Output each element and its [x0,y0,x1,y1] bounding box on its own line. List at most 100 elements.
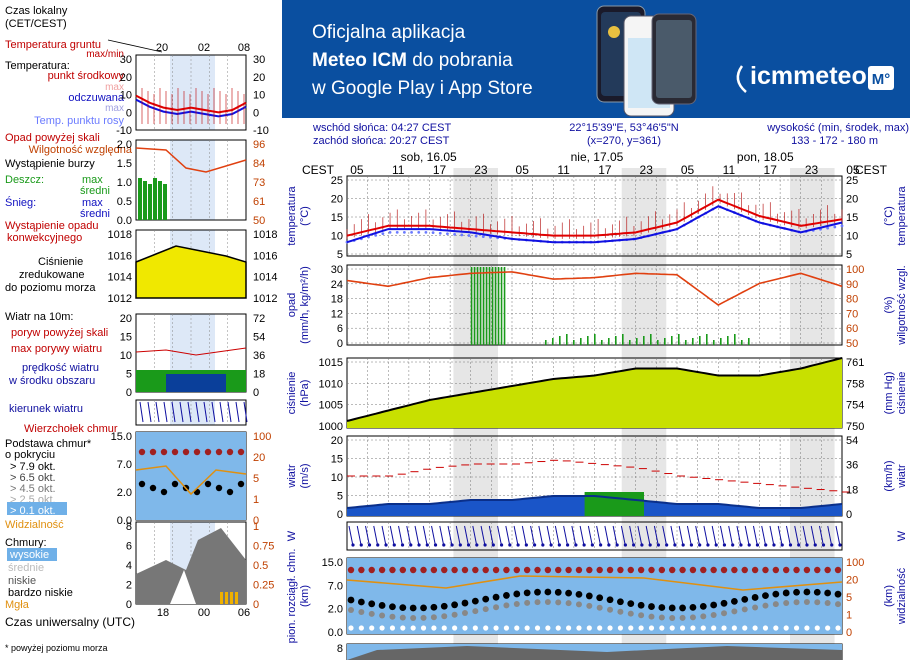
rain-bar-small [643,336,645,345]
cloud-base-dot-light [430,614,437,621]
legend-tick-left: 10 [120,90,132,102]
legend-wind-arrow [187,401,192,423]
legend-okt-label: > 0.1 okt. [10,505,56,517]
cloud-top-dot [441,566,448,574]
wind-dir-arrow [711,525,717,547]
cloud-base-dot [648,603,655,610]
legend-tick-left: 1014 [108,272,132,284]
legend-tick-left: 1.5 [117,158,132,170]
cloud-top-dot [782,566,790,574]
tick-left: 1015 [319,357,343,369]
wind-dir-arrow [629,525,635,547]
wind-dir-arrow [604,525,610,547]
dew-point-dot [833,225,837,229]
rain-bar [500,267,503,345]
hour-label: 17 [598,163,612,177]
wind-dir-head [805,543,809,547]
legend-tick-right: -10 [253,125,269,137]
cloud-base-dot [523,589,531,597]
cloud-base-dot-light [731,608,738,615]
tick-right: 758 [846,378,864,390]
cloud-low-dot [534,625,541,631]
legend-wind-arrow [219,401,224,423]
cloud-low-dot [420,625,427,631]
cloud-base-dot [399,604,407,611]
rain-bar-small [636,338,638,345]
legend-rain-bar [153,178,157,220]
legend-wind-at: Wiatr na 10m: [5,311,73,323]
wind-dir-arrow [835,525,841,547]
legend-cloud-base-dot [237,480,245,488]
wind-dir-head [400,543,405,547]
tick-right: 0 [846,627,852,639]
cloud-low-dot [711,625,717,631]
cloud-base-dot-light [803,599,810,606]
height-label: wysokość (min, środek, max) [766,122,909,134]
cloud-base-dot [409,604,417,612]
cloud-low-dot [648,625,655,631]
cloud-top-dot [762,566,769,574]
legend-wind-arrow [163,401,168,423]
wind-dir-head [367,543,372,547]
cloud-top-dot [824,566,831,574]
cloud-base-dot [513,590,521,598]
cloud-base-dot [813,588,821,596]
wind-dir-arrow [810,525,816,547]
cloud-base-dot-light [348,607,354,613]
legend-local-time-title: Czas lokalny [5,5,68,17]
legend-fog-bar [235,592,238,604]
legend-tick-left: 0.0 [117,215,132,227]
legend-night-band [170,400,215,425]
legend-tick-right: 50 [253,215,265,227]
wind-dir-head [714,543,718,547]
cloud-base-dot [720,599,728,607]
cloud-base-dot [793,588,800,596]
cloud-low-dot [773,625,779,631]
wind-dir-arrow [612,525,618,547]
wind-dir-head [417,543,421,547]
cloud-low-dot [441,625,447,631]
rain-bar-small [657,340,659,345]
legend-tick-right: 61 [253,196,265,208]
cloud-bg [347,558,842,634]
day-label: pon, 18.05 [737,150,794,164]
day-label: nie, 17.05 [571,150,624,164]
cloud-top-dot [368,566,375,574]
legend-tick-left: 0 [126,107,132,119]
rain-bar-small [727,336,729,345]
tick-left: 0 [337,509,343,521]
legend-tick-left: 7.0 [117,459,132,471]
rain-bar-small [664,338,666,345]
wind-dir-head [830,543,834,547]
tick-right: 5 [846,249,852,261]
wind-dir-arrow [389,525,395,547]
app-promo-banner[interactable]: Oficjalna aplikacja Meteo ICM do pobrani… [282,0,910,118]
banner-line-3: w Google Play i App Store [312,78,533,99]
wind-dir-head [648,543,652,547]
dew-point-dot [374,233,378,237]
cloud-base-dot-light [638,612,645,619]
legend-tick-right: 1018 [253,229,277,241]
tick-right: 18 [846,484,858,496]
wind-dir-head [450,543,454,547]
cloud-base-dot-light [689,614,696,621]
cloud-low-dot [483,625,489,631]
legend-tick-left: 4 [126,560,132,572]
hour-label: 05 [516,163,530,177]
legend-cloud-mid: średnie [8,562,44,574]
legend-ground-temp: Temperatura gruntu [5,39,101,51]
tick-right: 0 [846,509,852,521]
hour-label: 23 [640,163,654,177]
cloud-top-dot [482,566,489,574]
legend-tick-left: 5 [126,369,132,381]
cloud-low-dot [804,625,810,631]
legend-humidity-line [135,147,247,173]
wind-dir-head [755,543,760,547]
legend-pressure-2: zredukowane [19,269,84,281]
logo-badge-text: M° [872,71,891,88]
legend-gust-line [135,347,247,356]
rain-bar-small [685,340,687,345]
cloud-base-dot-light [762,602,769,609]
cloud-base-dot-light [410,614,417,621]
legend-tick-left: 20 [120,72,132,84]
